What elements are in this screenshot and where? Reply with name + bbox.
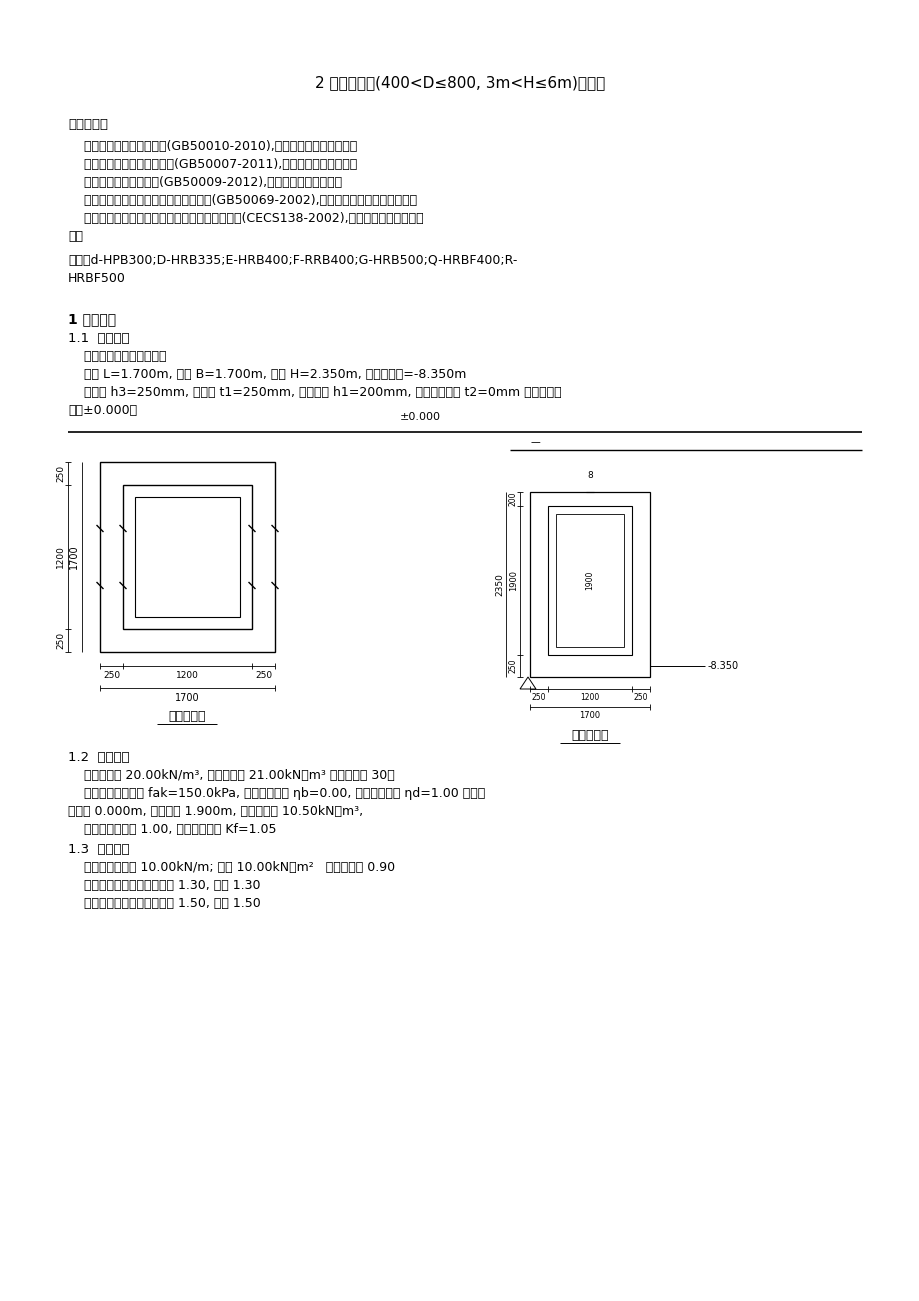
Text: 1.1  几何信息: 1.1 几何信息 [68, 332, 130, 345]
Text: 1.3  荷载信息: 1.3 荷载信息 [68, 843, 130, 856]
Text: 1.2  土水信息: 1.2 土水信息 [68, 751, 130, 764]
Text: 2350: 2350 [494, 572, 504, 596]
Bar [100, 462, 275, 652]
Text: ±0.000: ±0.000 [399, 412, 440, 422]
Text: 水池类型：有顶盖全地下: 水池类型：有顶盖全地下 [68, 350, 166, 363]
Text: （剖面图）: （剖面图） [571, 729, 608, 742]
Text: 1700: 1700 [69, 545, 79, 570]
Bar [529, 492, 650, 677]
Text: 程》: 程》 [68, 230, 83, 243]
Text: —: — [529, 437, 539, 448]
Text: 土天然重度 20.00kN/m³, 土饱和重度 21.00kN／m³ 土内摩擦角 30度: 土天然重度 20.00kN/m³, 土饱和重度 21.00kN／m³ 土内摩擦角… [68, 769, 394, 782]
Text: 250: 250 [103, 671, 120, 680]
Text: 250: 250 [531, 693, 546, 703]
Text: HRBF500: HRBF500 [68, 272, 126, 285]
Text: 200: 200 [508, 492, 517, 506]
Text: （平面图）: （平面图） [168, 710, 206, 723]
Text: 1700: 1700 [175, 693, 199, 703]
Bar [555, 514, 623, 647]
Text: 1900: 1900 [584, 571, 594, 591]
Text: 1700: 1700 [579, 712, 600, 719]
Text: 《混凝土结构设计规范》(GB50010-2010),本文简称《混凝土规范》: 《混凝土结构设计规范》(GB50010-2010),本文简称《混凝土规范》 [68, 141, 357, 154]
Text: 长度 L=1.700m, 宽度 B=1.700m, 高度 H=2.350m, 底板底标高=-8.350m: 长度 L=1.700m, 宽度 B=1.700m, 高度 H=2.350m, 底… [68, 368, 466, 381]
Text: -8.350: -8.350 [708, 661, 738, 671]
Bar [548, 506, 631, 654]
Text: 8: 8 [586, 471, 592, 480]
Text: 1200: 1200 [580, 693, 599, 703]
Text: 1200: 1200 [176, 671, 199, 680]
Text: 高为±0.000。: 高为±0.000。 [68, 405, 137, 418]
Text: 1 基本资料: 1 基本资料 [68, 312, 116, 327]
Text: 活荷载分项系数：地下水压 1.50, 其它 1.50: 活荷载分项系数：地下水压 1.50, 其它 1.50 [68, 896, 260, 909]
Text: 浮托力折减系数 1.00, 抗浮安全系数 Kf=1.05: 浮托力折减系数 1.00, 抗浮安全系数 Kf=1.05 [68, 824, 277, 837]
Text: 执行规范：: 执行规范： [68, 118, 108, 131]
Text: 池底厚 h3=250mm, 池壁厚 t1=250mm, 池顶板厚 h1=200mm, 底板外挑长度 t2=0mm 注：地面标: 池底厚 h3=250mm, 池壁厚 t1=250mm, 池顶板厚 h1=200m… [68, 386, 561, 399]
Text: 250: 250 [508, 658, 517, 673]
Bar [123, 485, 252, 628]
Text: 250: 250 [56, 464, 65, 483]
Text: 1200: 1200 [56, 545, 65, 569]
Text: 恒荷载分项系数：水池自重 1.30, 其它 1.30: 恒荷载分项系数：水池自重 1.30, 其它 1.30 [68, 879, 260, 892]
Text: 250: 250 [633, 693, 648, 703]
Text: 《建筑地基基础设计规范》(GB50007-2011),本文简称《地基规范》: 《建筑地基基础设计规范》(GB50007-2011),本文简称《地基规范》 [68, 157, 357, 170]
Text: 2 雨水检查井(400<D≤800, 3m<H≤6m)计算书: 2 雨水检查井(400<D≤800, 3m<H≤6m)计算书 [314, 75, 605, 90]
Text: 活荷载：池顶板 10.00kN/m; 地面 10.00kN／m²   组合值系数 0.90: 活荷载：池顶板 10.00kN/m; 地面 10.00kN／m² 组合值系数 0… [68, 861, 394, 874]
Text: 1900: 1900 [508, 570, 517, 591]
Text: 钢筋：d-HPB300;D-HRB335;E-HRB400;F-RRB400;G-HRB500;Q-HRBF400;R-: 钢筋：d-HPB300;D-HRB335;E-HRB400;F-RRB400;G… [68, 254, 516, 267]
Bar [135, 497, 240, 617]
Text: 《给水排水工程构筑物结构设计规范》(GB50069-2002),本文简称《给排水结构规范》: 《给水排水工程构筑物结构设计规范》(GB50069-2002),本文简称《给排水… [68, 194, 416, 207]
Text: 250: 250 [255, 671, 272, 680]
Text: 250: 250 [56, 632, 65, 649]
Text: 《给水排水工程钢筋混凝土水池结构设计规程》(CECS138-2002),本文简称《水池结构规: 《给水排水工程钢筋混凝土水池结构设计规程》(CECS138-2002),本文简称… [68, 212, 423, 225]
Text: 《建筑结构荷载规范》(GB50009-2012),本文简称《荷载规范》: 《建筑结构荷载规范》(GB50009-2012),本文简称《荷载规范》 [68, 176, 342, 189]
Text: 地基承载力特征值 fak=150.0kPa, 宽度修正系数 ηb=0.00, 埋深修正系数 ηd=1.00 地下水: 地基承载力特征值 fak=150.0kPa, 宽度修正系数 ηb=0.00, 埋… [68, 787, 484, 800]
Text: 位标高 0.000m, 池内水深 1.900m, 池内水重度 10.50kN／m³,: 位标高 0.000m, 池内水深 1.900m, 池内水重度 10.50kN／m… [68, 805, 363, 818]
